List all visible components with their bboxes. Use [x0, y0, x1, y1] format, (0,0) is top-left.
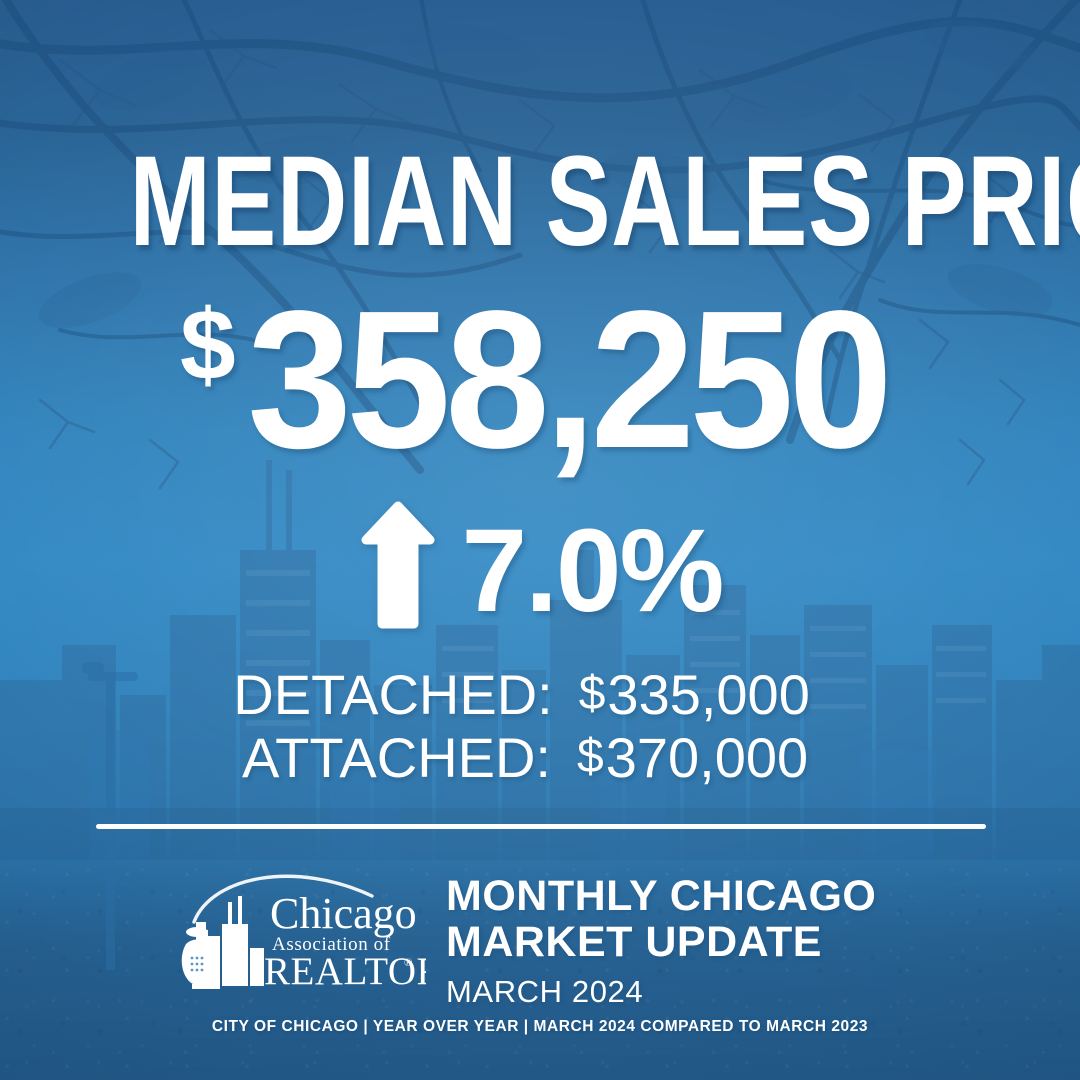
horizontal-divider [96, 824, 986, 829]
year-over-year-change: 7.0% [0, 492, 1080, 638]
update-title-line-1: MONTHLY CHICAGO [446, 872, 877, 920]
logo-city-text: Chicago [270, 889, 417, 938]
update-title-line-2: MARKET UPDATE [446, 917, 822, 966]
logo-realtors-text: REALTORS [264, 950, 426, 993]
market-update-block: MONTHLY CHICAGO MARKET UPDATE MARCH 2024 [446, 872, 877, 1010]
logo-registered-mark: ® [404, 957, 412, 969]
logo-association-text: Association of [272, 934, 391, 955]
attached-currency-symbol: $ [577, 729, 604, 783]
attached-label: ATTACHED: [241, 725, 551, 789]
chicago-association-of-realtors-logo: Chicago Association of REALTORS ® [176, 866, 426, 996]
lawn-texture [0, 860, 1080, 1080]
detached-amount: $335,000 [553, 663, 847, 727]
page-title: MEDIAN SALES PRICE: [129, 130, 1080, 273]
breakdown-row-attached: ATTACHED: $370,000 [0, 725, 1080, 790]
update-date: MARCH 2024 [446, 974, 644, 1010]
park-lawn-foreground [0, 820, 1080, 1080]
arrow-up-icon [361, 501, 435, 629]
detached-label: DETACHED: [233, 663, 553, 726]
attached-value: 370,000 [605, 725, 809, 789]
attached-amount: $370,000 [551, 725, 845, 790]
breakdown-row-detached: DETACHED: $335,000 [0, 663, 1080, 727]
detached-value: 335,000 [607, 663, 810, 726]
price-currency-symbol: $ [179, 289, 236, 401]
tree-branches-texture [0, 0, 1080, 490]
median-price-value: $358,250 [0, 282, 1080, 478]
detached-currency-symbol: $ [578, 667, 606, 720]
price-amount: 358,250 [246, 270, 893, 489]
change-percent: 7.0% [461, 505, 725, 637]
footer-note: CITY OF CHICAGO | YEAR OVER YEAR | MARCH… [211, 1018, 869, 1035]
price-breakdown: DETACHED: $335,000 ATTACHED: $370,000 [0, 663, 1080, 790]
